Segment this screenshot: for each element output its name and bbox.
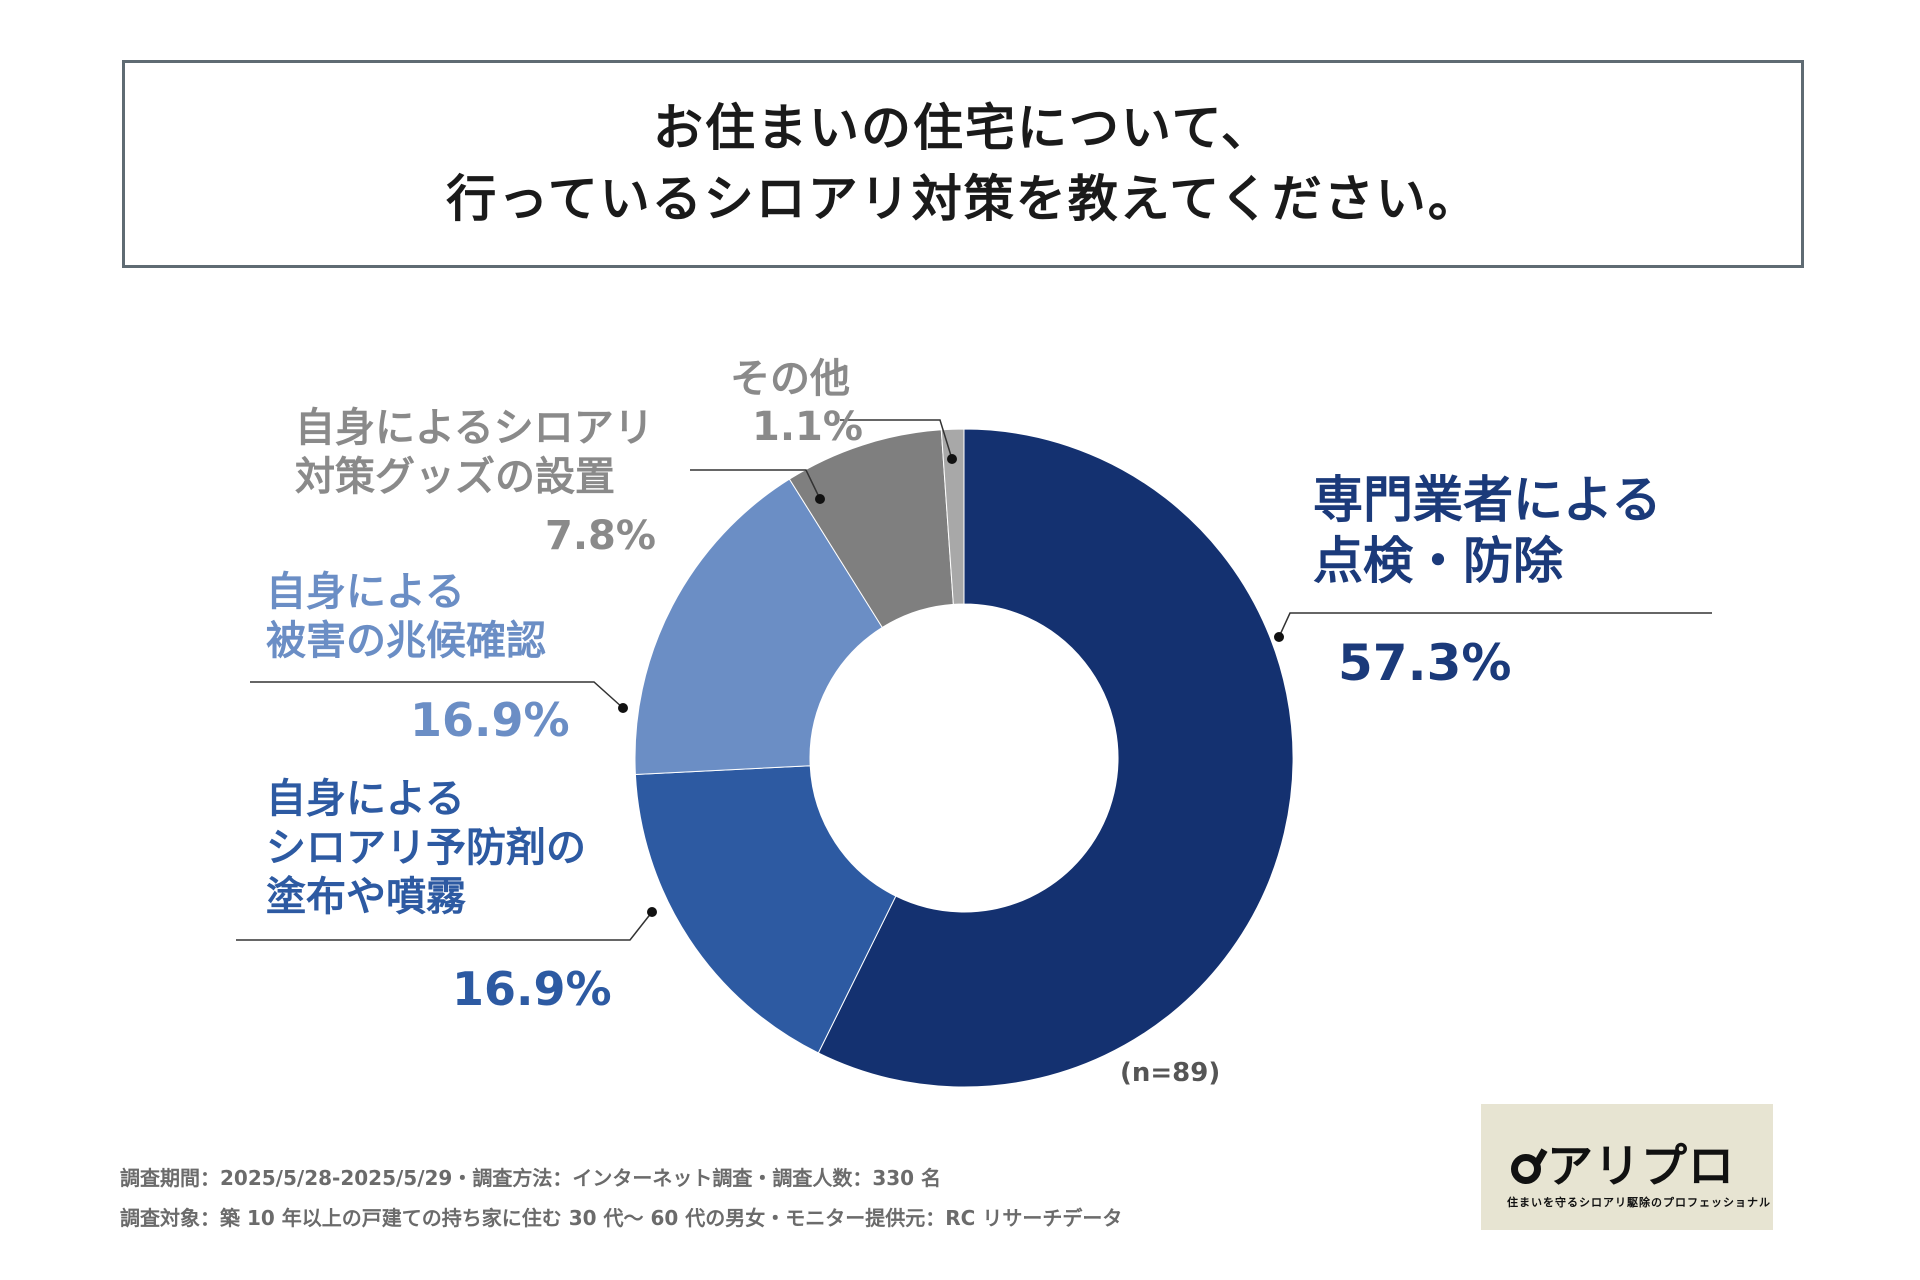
- leader-line-3: [690, 469, 821, 500]
- slice-value-self-goods: 7.8%: [545, 513, 656, 559]
- slice-label-self-goods: 自身によるシロアリ 対策グッズの設置: [295, 405, 654, 500]
- sample-size-label: (n=89): [1120, 1058, 1221, 1088]
- slice-label-self-spray: 自身による シロアリ予防剤の 塗布や噴霧: [266, 776, 586, 920]
- leader-line-2: [250, 681, 624, 709]
- donut-slice-1: [634, 765, 897, 1054]
- slice-label-self-check: 自身による 被害の兆候確認: [266, 569, 546, 664]
- leader-dot-4: [947, 454, 957, 464]
- slice-label-other: その他: [730, 356, 850, 402]
- chart-title-line-1: お住まいの住宅について、: [653, 99, 1273, 157]
- logo-name: アリプロ: [1547, 1139, 1735, 1193]
- slice-value-professional: 57.3%: [1338, 634, 1512, 692]
- chart-title-line-2: 行っているシロアリ対策を教えてください。: [446, 170, 1480, 228]
- donut-slice-2: [634, 478, 883, 776]
- slice-label-professional: 専門業者による 点検・防除: [1313, 471, 1662, 590]
- title-box: お住まいの住宅について、 行っているシロアリ対策を教えてください。: [122, 60, 1804, 268]
- leader-dot-1: [647, 907, 657, 917]
- donut-slice-4: [940, 428, 965, 605]
- brand-logo: アリプロ 住まいを守るシロアリ駆除のプロフェッショナル: [1481, 1104, 1773, 1230]
- logo-tagline: 住まいを守るシロアリ駆除のプロフェッショナル: [1507, 1196, 1771, 1209]
- slice-value-self-check: 16.9%: [410, 693, 570, 747]
- survey-period-note: 調査期間：2025/5/28-2025/5/29・調査方法：インターネット調査・…: [120, 1166, 942, 1190]
- survey-target-note: 調査対象：築 10 年以上の戸建ての持ち家に住む 30 代〜 60 代の男女・モ…: [120, 1206, 1123, 1230]
- leader-dot-3: [815, 494, 825, 504]
- leader-line-1: [236, 911, 653, 941]
- leader-line-0: [1278, 612, 1712, 638]
- slice-value-other: 1.1%: [752, 404, 863, 450]
- logo-wordmark: アリプロ: [1511, 1130, 1735, 1196]
- slice-value-self-spray: 16.9%: [452, 962, 612, 1016]
- ant-bug-icon: [1511, 1154, 1541, 1184]
- leader-line-4: [840, 419, 953, 460]
- leader-dot-0: [1274, 632, 1284, 642]
- leader-dot-2: [618, 703, 628, 713]
- donut-slice-0: [817, 428, 1294, 1088]
